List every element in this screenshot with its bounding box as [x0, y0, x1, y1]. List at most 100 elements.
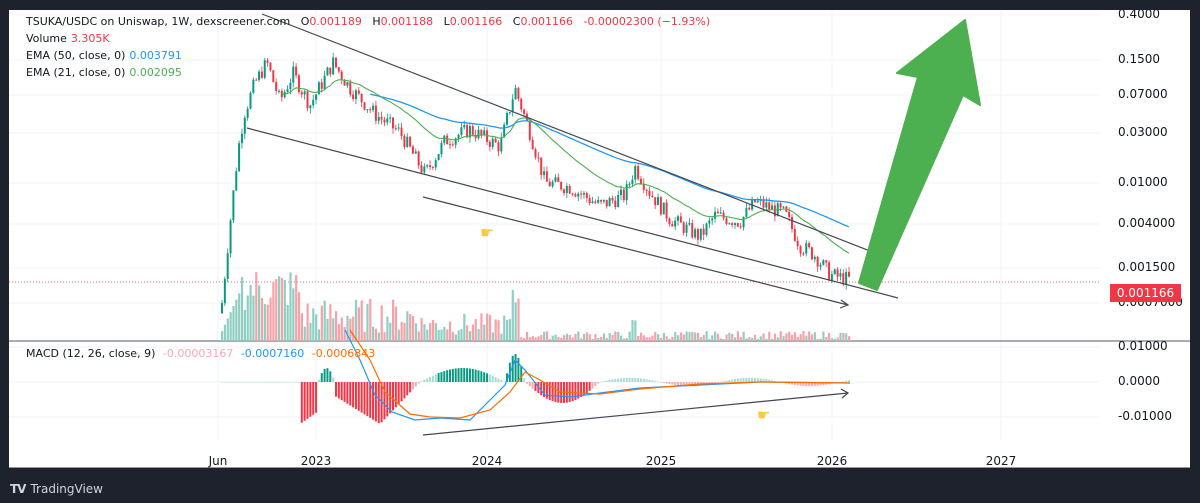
macd-histogram-bar — [682, 382, 685, 386]
candle-body — [554, 177, 557, 182]
candle-body — [631, 179, 634, 184]
macd-histogram-bar — [679, 382, 682, 386]
ema21-legend[interactable]: EMA (21, close, 0) 0.002095 — [26, 66, 182, 79]
candle-body — [848, 271, 850, 277]
volume-bar — [731, 333, 734, 341]
chart-frame[interactable]: ☛ ☛ TSUKA/USDC on Uniswap, 1W, dexscreene… — [9, 10, 1190, 468]
candle-body — [255, 79, 258, 81]
macd-histogram-bar — [332, 377, 335, 382]
candle-body — [269, 62, 272, 71]
candle-body — [383, 119, 386, 123]
candle-body — [580, 193, 583, 195]
tradingview-branding[interactable]: TV TradingView — [10, 482, 103, 496]
volume-bar — [742, 331, 745, 341]
candle-body — [677, 216, 679, 221]
volume-bar — [816, 338, 819, 341]
candle-body — [833, 269, 836, 275]
volume-bar — [511, 289, 514, 341]
volume-bar — [739, 337, 742, 341]
projection-arrow-line — [422, 196, 849, 306]
macd-histogram-bar — [511, 355, 514, 382]
macd-histogram-bar — [571, 382, 574, 402]
macd-histogram-bar — [317, 379, 320, 382]
macd-histogram-bar — [366, 382, 369, 417]
candle-body — [665, 202, 668, 219]
candle-body — [654, 197, 657, 206]
macd-legend[interactable]: MACD (12, 26, close, 9) -0.00003167 -0.0… — [26, 347, 376, 360]
volume-bar — [557, 337, 560, 341]
volume-bar — [594, 334, 597, 341]
macd-histogram-bar — [642, 378, 645, 382]
candle-body — [520, 98, 523, 110]
volume-bar — [483, 324, 486, 341]
candle-body — [337, 67, 340, 72]
macd-histogram-bar — [297, 382, 300, 383]
volume-bar — [711, 335, 714, 341]
time-tick-label: 2024 — [471, 454, 503, 468]
volume-bar — [497, 320, 500, 341]
candle-body — [694, 229, 697, 238]
ema50-legend[interactable]: EMA (50, close, 0) 0.003791 — [26, 49, 182, 62]
volume-legend[interactable]: Volume 3.305K — [26, 32, 110, 45]
macd-histogram-bar — [839, 381, 842, 383]
candle-body — [491, 138, 494, 147]
macd-histogram-bar — [580, 382, 583, 397]
volume-bar — [226, 318, 229, 341]
candle-body — [363, 102, 366, 110]
candle-body — [714, 211, 717, 219]
candle-body — [243, 117, 246, 134]
macd-histogram-bar — [722, 381, 725, 382]
volume-bar — [335, 311, 338, 341]
candle-body — [822, 260, 825, 265]
macd-histogram-bar — [474, 369, 477, 382]
volume-bar — [434, 323, 437, 341]
volume-bar — [657, 334, 660, 341]
macd-histogram-bar — [286, 382, 289, 383]
volume-bar — [568, 334, 571, 341]
macd-histogram-bar — [335, 382, 337, 397]
macd-histogram-bar — [742, 378, 745, 382]
candle-body — [423, 166, 426, 173]
macd-histogram-bar — [460, 368, 463, 382]
candle-body — [417, 151, 420, 166]
candle-body — [742, 216, 745, 228]
candle-body — [329, 67, 332, 75]
macd-histogram-bar — [343, 382, 346, 402]
volume-bar — [745, 338, 748, 341]
macd-histogram-bar — [352, 382, 355, 408]
candle-body — [574, 194, 577, 197]
candle-body — [289, 82, 292, 90]
volume-bar — [420, 318, 423, 341]
candle-body — [252, 79, 255, 93]
chart-canvas[interactable]: ☛☛ — [9, 10, 1190, 468]
ema21-line — [281, 79, 850, 254]
candle-body — [591, 201, 594, 204]
volume-bar — [417, 331, 420, 341]
macd-histogram-bar — [468, 368, 471, 382]
macd-histogram-bar — [554, 382, 557, 403]
candle-body — [466, 125, 469, 138]
macd-histogram-value: -0.00003167 — [162, 347, 234, 360]
candle-body — [295, 66, 298, 76]
candle-body — [332, 57, 335, 75]
candle-body — [696, 229, 699, 240]
macd-histogram-bar — [631, 377, 634, 382]
macd-histogram-bar — [409, 382, 412, 393]
candle-body — [468, 126, 471, 138]
candle-body — [617, 194, 620, 208]
volume-bar — [471, 324, 474, 341]
volume-bar — [771, 338, 774, 341]
candle-body — [514, 87, 517, 100]
tradingview-logo-icon: TV — [10, 482, 27, 496]
symbol-title[interactable]: TSUKA/USDC on Uniswap, 1W, dexscreener.c… — [26, 15, 291, 28]
candle-body — [440, 142, 443, 155]
macd-histogram-bar — [645, 379, 648, 382]
macd-histogram-bar — [223, 382, 226, 383]
volume-bar — [320, 305, 323, 341]
volume-bar — [474, 319, 477, 341]
candle-body — [548, 181, 551, 187]
volume-bar — [506, 320, 509, 341]
volume-bar — [463, 313, 466, 341]
price-tick-label: 0.07000 — [1118, 87, 1168, 101]
macd-histogram-bar — [688, 382, 691, 387]
